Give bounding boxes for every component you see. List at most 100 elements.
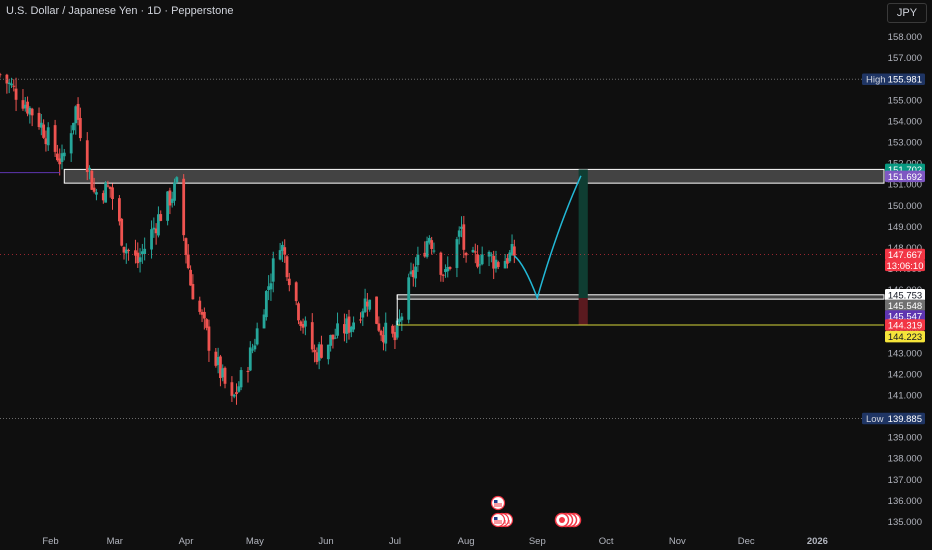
price-tick-label: 139.000 (888, 433, 922, 444)
candle (85, 132, 89, 181)
candle (88, 165, 91, 180)
candle-body (345, 318, 349, 334)
candle-body (127, 250, 130, 252)
candle (368, 299, 372, 312)
projection-path (513, 175, 582, 301)
candle (7, 79, 11, 94)
candle (136, 242, 140, 268)
candle-body (253, 345, 257, 350)
candle-body (281, 244, 284, 251)
candle-body (136, 252, 140, 264)
candle-body (391, 325, 395, 334)
candle (239, 367, 243, 391)
candle (246, 366, 250, 383)
candle-body (122, 246, 126, 253)
candle-body (106, 185, 110, 187)
price-tag: 151.692 (888, 172, 922, 183)
price-tick-label: 153.000 (888, 138, 922, 149)
price-tag-bg (885, 170, 925, 183)
candle (30, 107, 34, 127)
price-axis[interactable]: 135.000136.000137.000138.000139.000140.0… (888, 32, 922, 528)
candle (375, 296, 378, 325)
candle (14, 77, 18, 112)
candle-body (159, 214, 163, 221)
candle-body (425, 241, 429, 257)
candle-body (315, 352, 319, 362)
us-flag-event-icon[interactable] (490, 495, 506, 511)
candle (313, 344, 316, 363)
candle-body (37, 112, 41, 128)
candle (202, 307, 206, 330)
candle (157, 206, 160, 238)
candle (138, 248, 142, 273)
candle-body (269, 283, 273, 290)
price-tick-label: 142.000 (888, 369, 922, 380)
candle-body (317, 344, 321, 361)
candle-body (170, 198, 174, 203)
candle (347, 309, 351, 340)
candle (352, 316, 355, 333)
candle (496, 260, 500, 270)
price-tick-label: 150.000 (888, 201, 922, 212)
candle-body (460, 226, 463, 229)
time-tick-label: Mar (107, 536, 123, 547)
candle-body (333, 337, 337, 339)
candle (117, 195, 121, 226)
candle (425, 236, 429, 259)
candle-body (74, 106, 78, 124)
price-tick-label: 155.000 (888, 95, 922, 106)
candle (37, 107, 41, 130)
candle (78, 107, 82, 142)
candle-body (152, 227, 156, 230)
candle-body (124, 249, 128, 254)
time-tick-label: Sep (529, 536, 546, 547)
candle-body (439, 252, 443, 275)
candle-body (154, 228, 158, 234)
candle-body (441, 274, 445, 276)
currency-selector-button[interactable]: JPY (887, 3, 927, 23)
candle (101, 190, 105, 204)
candle (283, 239, 287, 263)
candle-body (246, 370, 250, 372)
candle-body (14, 88, 18, 100)
candle-body (104, 182, 108, 203)
candle-body (182, 178, 186, 236)
candle (441, 273, 445, 282)
time-axis[interactable]: Feb Mar Apr May Jun Jul Aug Sep Oct Nov Dec 2026 (42, 536, 828, 547)
time-tick-label: Aug (458, 536, 475, 547)
candle-body (88, 167, 91, 170)
us-flag-event-icon[interactable] (490, 512, 506, 528)
candle-body (7, 82, 11, 85)
candle (329, 334, 333, 352)
flag-canton (494, 517, 498, 520)
candle-body (329, 334, 333, 346)
candle-body (150, 229, 153, 250)
candle-body (398, 318, 401, 322)
candle-body (101, 193, 105, 201)
candle (320, 335, 323, 359)
candle-body (85, 140, 89, 173)
candle-body (58, 158, 62, 165)
candle-body (168, 190, 172, 206)
supply-demand-zone (396, 294, 885, 300)
candle (508, 250, 512, 264)
candle-body (28, 107, 32, 115)
candle (28, 106, 32, 124)
event-marker-icon[interactable] (554, 512, 570, 528)
candle-body (62, 152, 66, 157)
price-tag: 145.548 (888, 301, 922, 312)
candle (159, 210, 163, 222)
candle (216, 347, 220, 374)
flag-canton (494, 500, 498, 503)
price-tick-label: 154.000 (888, 116, 922, 127)
candle (349, 325, 353, 338)
candle (310, 313, 314, 353)
candle-body (336, 323, 339, 336)
time-tick-label: Apr (179, 536, 194, 547)
candle (184, 237, 188, 264)
candle (189, 265, 192, 286)
candle (345, 313, 349, 344)
candle (333, 328, 337, 340)
candle-body (331, 334, 335, 340)
